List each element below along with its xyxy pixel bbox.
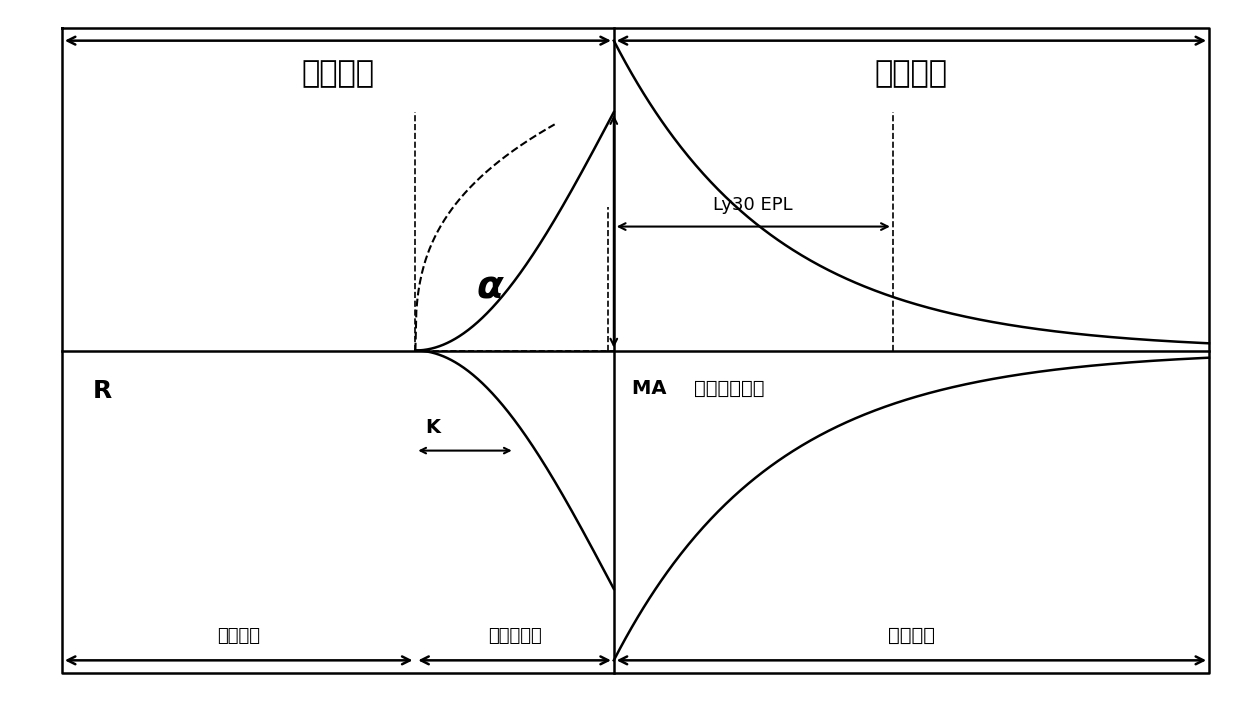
- Text: 凝血因子: 凝血因子: [217, 627, 260, 645]
- Text: 血小板的功能: 血小板的功能: [694, 379, 765, 397]
- Text: MA: MA: [632, 379, 681, 397]
- Text: Ly30 EPL: Ly30 EPL: [713, 196, 794, 214]
- Text: α: α: [476, 268, 503, 306]
- Text: 血栓溶解: 血栓溶解: [888, 626, 935, 645]
- Text: 凝血功能: 凝血功能: [301, 60, 374, 88]
- Text: R: R: [93, 379, 113, 402]
- Text: 纤溶功能: 纤溶功能: [875, 60, 947, 88]
- Text: K: K: [425, 418, 440, 437]
- Text: 纤维蛋白原: 纤维蛋白原: [487, 627, 542, 645]
